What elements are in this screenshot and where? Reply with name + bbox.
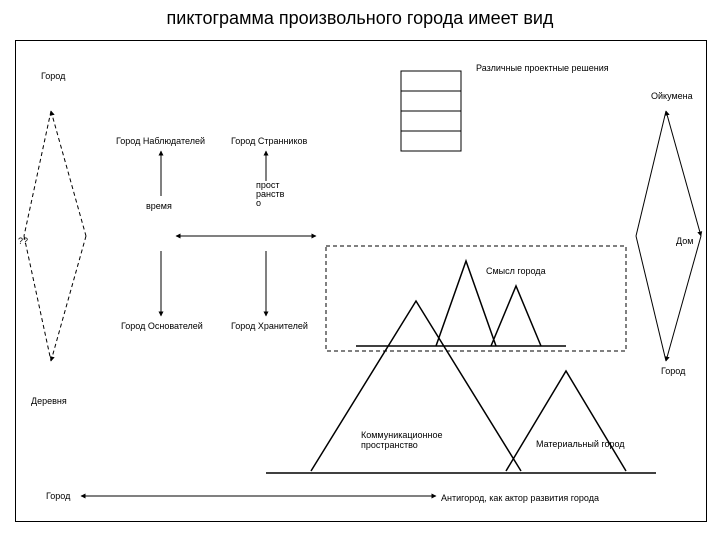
- label-qq: ??: [18, 236, 28, 246]
- label-gorod-top: Город: [41, 71, 65, 81]
- label-razlichnye: Различные проектные решения: [476, 63, 609, 73]
- label-vremya: время: [146, 201, 172, 211]
- label-material: Материальный город: [536, 439, 625, 449]
- label-nablyudateley: Город Наблюдателей: [116, 136, 205, 146]
- center-cross: [161, 151, 316, 316]
- label-khraniteley: Город Хранителей: [231, 321, 308, 331]
- label-antigorod: Антигород, как актор развития города: [441, 493, 599, 503]
- label-oikumena: Ойкумена: [651, 91, 693, 101]
- label-derevnya: Деревня: [31, 396, 67, 406]
- diagram-frame: Город Ойкумена Различные проектные решен…: [15, 40, 707, 522]
- page-title: пиктограмма произвольного города имеет в…: [0, 0, 720, 29]
- label-strannikov: Город Странников: [231, 136, 307, 146]
- label-gorod-right: Город: [661, 366, 685, 376]
- label-gorod-bottom: Город: [46, 491, 70, 501]
- grid-box: [401, 71, 461, 151]
- label-prostranstvo: прост ранств о: [256, 181, 284, 208]
- left-dashed-angle: [24, 111, 86, 361]
- dashed-rect: [326, 246, 626, 351]
- label-smysl: Смысл города: [486, 266, 546, 276]
- label-komm: Коммуникационное пространство: [361, 431, 443, 451]
- label-dom: Дом: [676, 236, 693, 246]
- label-osnovateley: Город Основателей: [121, 321, 203, 331]
